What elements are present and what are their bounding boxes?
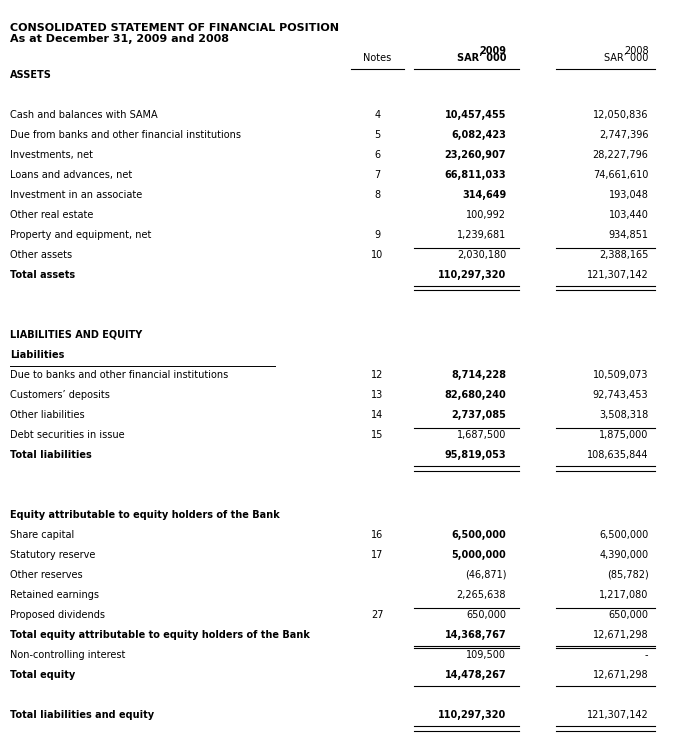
Text: Total assets: Total assets bbox=[10, 270, 75, 279]
Text: 9: 9 bbox=[374, 230, 380, 239]
Text: 650,000: 650,000 bbox=[466, 610, 506, 620]
Text: 2,030,180: 2,030,180 bbox=[457, 250, 506, 259]
Text: 12,050,836: 12,050,836 bbox=[593, 110, 649, 119]
Text: Total equity attributable to equity holders of the Bank: Total equity attributable to equity hold… bbox=[10, 630, 310, 640]
Text: 13: 13 bbox=[371, 390, 383, 399]
Text: 74,661,610: 74,661,610 bbox=[593, 170, 649, 179]
Text: Retained earnings: Retained earnings bbox=[10, 590, 99, 600]
Text: Other real estate: Other real estate bbox=[10, 210, 93, 219]
Text: 23,260,907: 23,260,907 bbox=[445, 150, 506, 159]
Text: 15: 15 bbox=[371, 430, 383, 439]
Text: Statutory reserve: Statutory reserve bbox=[10, 550, 95, 560]
Text: Customers’ deposits: Customers’ deposits bbox=[10, 390, 110, 399]
Text: 10,457,455: 10,457,455 bbox=[445, 110, 506, 119]
Text: Notes: Notes bbox=[363, 53, 392, 62]
Text: SAR’ 000: SAR’ 000 bbox=[604, 53, 649, 62]
Text: 2,265,638: 2,265,638 bbox=[457, 590, 506, 600]
Text: Total liabilities and equity: Total liabilities and equity bbox=[10, 710, 154, 720]
Text: Due to banks and other financial institutions: Due to banks and other financial institu… bbox=[10, 370, 228, 379]
Text: 14,368,767: 14,368,767 bbox=[445, 630, 506, 640]
Text: Total equity: Total equity bbox=[10, 670, 76, 680]
Text: 82,680,240: 82,680,240 bbox=[444, 390, 506, 399]
Text: 92,743,453: 92,743,453 bbox=[593, 390, 649, 399]
Text: 2,737,085: 2,737,085 bbox=[452, 410, 506, 419]
Text: 2,388,165: 2,388,165 bbox=[599, 250, 649, 259]
Text: 12,671,298: 12,671,298 bbox=[593, 670, 649, 680]
Text: 28,227,796: 28,227,796 bbox=[593, 150, 649, 159]
Text: 66,811,033: 66,811,033 bbox=[445, 170, 506, 179]
Text: 314,649: 314,649 bbox=[462, 190, 506, 199]
Text: SAR’ 000: SAR’ 000 bbox=[457, 53, 506, 62]
Text: Due from banks and other financial institutions: Due from banks and other financial insti… bbox=[10, 130, 241, 139]
Text: 12,671,298: 12,671,298 bbox=[593, 630, 649, 640]
Text: 109,500: 109,500 bbox=[466, 650, 506, 660]
Text: 16: 16 bbox=[371, 530, 383, 540]
Text: 2009: 2009 bbox=[479, 45, 506, 56]
Text: CONSOLIDATED STATEMENT OF FINANCIAL POSITION: CONSOLIDATED STATEMENT OF FINANCIAL POSI… bbox=[10, 24, 339, 33]
Text: 6,500,000: 6,500,000 bbox=[452, 530, 506, 540]
Text: Loans and advances, net: Loans and advances, net bbox=[10, 170, 132, 179]
Text: 95,819,053: 95,819,053 bbox=[445, 450, 506, 459]
Text: Non-controlling interest: Non-controlling interest bbox=[10, 650, 126, 660]
Text: 100,992: 100,992 bbox=[466, 210, 506, 219]
Text: 17: 17 bbox=[371, 550, 383, 560]
Text: Cash and balances with SAMA: Cash and balances with SAMA bbox=[10, 110, 158, 119]
Text: Other assets: Other assets bbox=[10, 250, 72, 259]
Text: 8,714,228: 8,714,228 bbox=[451, 370, 506, 379]
Text: 2008: 2008 bbox=[624, 45, 649, 56]
Text: Total liabilities: Total liabilities bbox=[10, 450, 92, 459]
Text: 5,000,000: 5,000,000 bbox=[452, 550, 506, 560]
Text: 14: 14 bbox=[371, 410, 383, 419]
Text: Equity attributable to equity holders of the Bank: Equity attributable to equity holders of… bbox=[10, 510, 280, 520]
Text: ASSETS: ASSETS bbox=[10, 70, 52, 79]
Text: 4: 4 bbox=[374, 110, 380, 119]
Text: Investment in an associate: Investment in an associate bbox=[10, 190, 142, 199]
Text: 6: 6 bbox=[374, 150, 380, 159]
Text: 6,082,423: 6,082,423 bbox=[452, 130, 506, 139]
Text: 8: 8 bbox=[374, 190, 380, 199]
Text: 4,390,000: 4,390,000 bbox=[599, 550, 649, 560]
Text: 934,851: 934,851 bbox=[608, 230, 649, 239]
Text: Debt securities in issue: Debt securities in issue bbox=[10, 430, 125, 439]
Text: Other liabilities: Other liabilities bbox=[10, 410, 84, 419]
Text: Share capital: Share capital bbox=[10, 530, 74, 540]
Text: 193,048: 193,048 bbox=[609, 190, 649, 199]
Text: 3,508,318: 3,508,318 bbox=[599, 410, 649, 419]
Text: 10,509,073: 10,509,073 bbox=[593, 370, 649, 379]
Text: Investments, net: Investments, net bbox=[10, 150, 93, 159]
Text: 108,635,844: 108,635,844 bbox=[587, 450, 649, 459]
Text: 5: 5 bbox=[374, 130, 380, 139]
Text: (85,782): (85,782) bbox=[607, 570, 649, 580]
Text: 110,297,320: 110,297,320 bbox=[438, 270, 506, 279]
Text: 650,000: 650,000 bbox=[608, 610, 649, 620]
Text: 121,307,142: 121,307,142 bbox=[587, 710, 649, 720]
Text: 121,307,142: 121,307,142 bbox=[587, 270, 649, 279]
Text: Liabilities: Liabilities bbox=[10, 350, 64, 359]
Text: 7: 7 bbox=[374, 170, 380, 179]
Text: Proposed dividends: Proposed dividends bbox=[10, 610, 105, 620]
Text: (46,871): (46,871) bbox=[464, 570, 506, 580]
Text: 1,239,681: 1,239,681 bbox=[457, 230, 506, 239]
Text: 14,478,267: 14,478,267 bbox=[445, 670, 506, 680]
Text: 110,297,320: 110,297,320 bbox=[438, 710, 506, 720]
Text: 1,217,080: 1,217,080 bbox=[599, 590, 649, 600]
Text: 6,500,000: 6,500,000 bbox=[599, 530, 649, 540]
Text: As at December 31, 2009 and 2008: As at December 31, 2009 and 2008 bbox=[10, 34, 229, 44]
Text: LIABILITIES AND EQUITY: LIABILITIES AND EQUITY bbox=[10, 330, 142, 339]
Text: Property and equipment, net: Property and equipment, net bbox=[10, 230, 151, 239]
Text: 1,875,000: 1,875,000 bbox=[599, 430, 649, 439]
Text: 103,440: 103,440 bbox=[609, 210, 649, 219]
Text: 12: 12 bbox=[371, 370, 383, 379]
Text: -: - bbox=[645, 650, 649, 660]
Text: 1,687,500: 1,687,500 bbox=[457, 430, 506, 439]
Text: 10: 10 bbox=[371, 250, 383, 259]
Text: 2,747,396: 2,747,396 bbox=[599, 130, 649, 139]
Text: Other reserves: Other reserves bbox=[10, 570, 82, 580]
Text: 27: 27 bbox=[371, 610, 383, 620]
